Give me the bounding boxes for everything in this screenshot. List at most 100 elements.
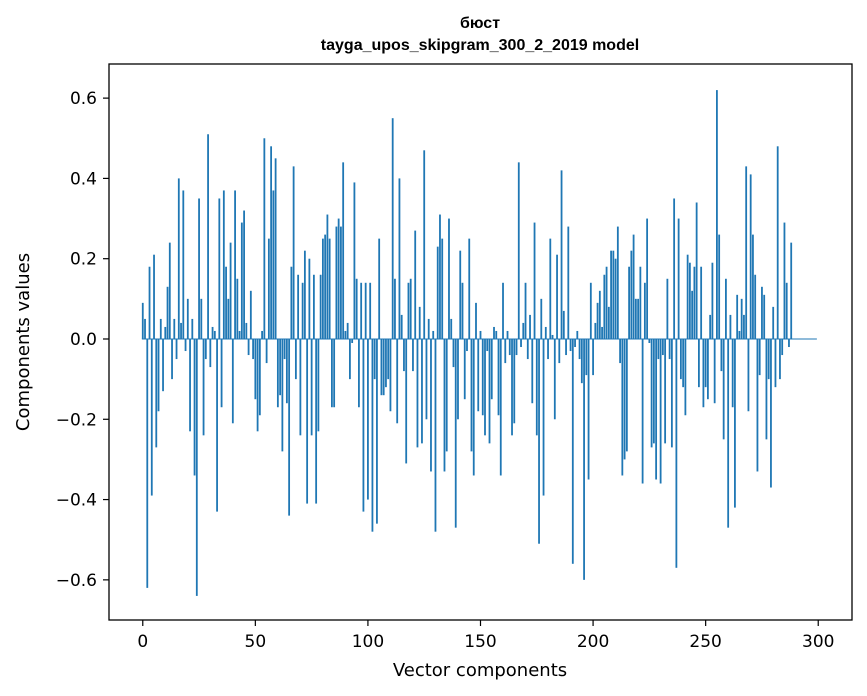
bar-199 bbox=[589, 282, 592, 339]
bar-264 bbox=[736, 294, 739, 339]
bar-213 bbox=[621, 338, 624, 476]
bar-203 bbox=[598, 290, 601, 339]
bar-93 bbox=[351, 338, 354, 343]
bar-249 bbox=[702, 338, 705, 408]
bar-225 bbox=[648, 338, 651, 343]
bar-216 bbox=[628, 266, 630, 339]
bar-109 bbox=[387, 338, 390, 380]
bar-106 bbox=[380, 338, 383, 396]
bar-204 bbox=[601, 326, 603, 339]
bar-214 bbox=[623, 338, 626, 460]
bar-231 bbox=[661, 338, 664, 356]
bar-43 bbox=[238, 330, 241, 339]
bar-208 bbox=[610, 250, 612, 339]
x-tick-label: 100 bbox=[352, 632, 384, 652]
bar-254 bbox=[713, 338, 716, 404]
bar-36 bbox=[222, 190, 225, 339]
bar-150 bbox=[479, 330, 482, 339]
bar-16 bbox=[177, 178, 180, 339]
bar-255 bbox=[716, 90, 718, 339]
bar-3 bbox=[148, 266, 151, 339]
bar-236 bbox=[673, 198, 676, 339]
bar-69 bbox=[297, 274, 300, 339]
bar-46 bbox=[245, 322, 248, 339]
bar-105 bbox=[378, 238, 381, 339]
bar-119 bbox=[409, 278, 412, 339]
bar-21 bbox=[189, 338, 191, 432]
bar-180 bbox=[547, 338, 549, 360]
bar-205 bbox=[603, 274, 606, 339]
bar-89 bbox=[342, 162, 345, 339]
bar-187 bbox=[562, 310, 565, 339]
bar-281 bbox=[774, 338, 777, 388]
bar-212 bbox=[619, 338, 621, 364]
bar-140 bbox=[457, 338, 459, 420]
bar-268 bbox=[745, 166, 748, 339]
bar-161 bbox=[504, 338, 507, 364]
x-tick-label: 250 bbox=[689, 632, 721, 652]
bar-256 bbox=[718, 234, 721, 339]
bar-259 bbox=[725, 278, 727, 339]
bar-76 bbox=[312, 274, 315, 339]
bar-22 bbox=[191, 318, 194, 339]
bar-238 bbox=[677, 218, 680, 339]
bar-128 bbox=[430, 338, 432, 472]
bar-275 bbox=[761, 286, 763, 339]
bar-7 bbox=[157, 338, 160, 412]
bar-143 bbox=[463, 338, 466, 400]
bar-166 bbox=[515, 338, 518, 356]
bar-24 bbox=[195, 338, 198, 596]
bar-243 bbox=[688, 262, 691, 339]
bar-173 bbox=[531, 338, 534, 404]
bar-228 bbox=[655, 338, 658, 480]
bar-162 bbox=[506, 330, 509, 339]
bar-110 bbox=[389, 338, 392, 412]
bar-206 bbox=[605, 266, 608, 339]
bar-90 bbox=[344, 330, 347, 339]
bar-218 bbox=[632, 234, 635, 339]
bar-40 bbox=[231, 338, 234, 424]
bar-240 bbox=[682, 338, 685, 388]
bar-284 bbox=[781, 338, 784, 356]
bar-59 bbox=[274, 158, 277, 339]
bar-31 bbox=[211, 326, 214, 339]
y-tick-label: −0.6 bbox=[56, 571, 97, 591]
bar-237 bbox=[675, 338, 678, 568]
bar-252 bbox=[709, 314, 712, 339]
bar-201 bbox=[594, 322, 597, 339]
bar-279 bbox=[770, 338, 772, 488]
bar-283 bbox=[779, 338, 781, 380]
bar-23 bbox=[193, 338, 196, 476]
bar-178 bbox=[542, 338, 545, 496]
bar-75 bbox=[310, 338, 313, 436]
bar-107 bbox=[382, 338, 385, 396]
bar-41 bbox=[234, 190, 236, 339]
bar-96 bbox=[358, 338, 360, 408]
y-axis-label: Components values bbox=[13, 253, 34, 431]
bar-65 bbox=[288, 338, 291, 516]
bar-15 bbox=[175, 338, 178, 360]
bar-0 bbox=[141, 302, 144, 339]
bar-169 bbox=[522, 322, 525, 339]
bar-197 bbox=[585, 338, 588, 376]
bars-group bbox=[141, 90, 793, 596]
bar-97 bbox=[360, 282, 363, 339]
bar-94 bbox=[353, 182, 356, 339]
bar-287 bbox=[788, 338, 790, 348]
bar-139 bbox=[454, 338, 457, 528]
bar-117 bbox=[405, 338, 408, 464]
bar-30 bbox=[209, 338, 212, 368]
bar-245 bbox=[693, 266, 696, 339]
bar-55 bbox=[265, 338, 268, 364]
bar-174 bbox=[533, 222, 536, 339]
bar-77 bbox=[315, 338, 318, 504]
bar-181 bbox=[549, 238, 552, 339]
bar-87 bbox=[337, 218, 340, 339]
y-tick-label: 0.6 bbox=[70, 89, 97, 109]
bar-280 bbox=[772, 306, 775, 339]
bar-207 bbox=[607, 306, 610, 339]
bar-50 bbox=[254, 338, 257, 400]
bar-116 bbox=[403, 338, 405, 372]
bar-186 bbox=[560, 170, 563, 339]
bar-102 bbox=[371, 338, 374, 532]
